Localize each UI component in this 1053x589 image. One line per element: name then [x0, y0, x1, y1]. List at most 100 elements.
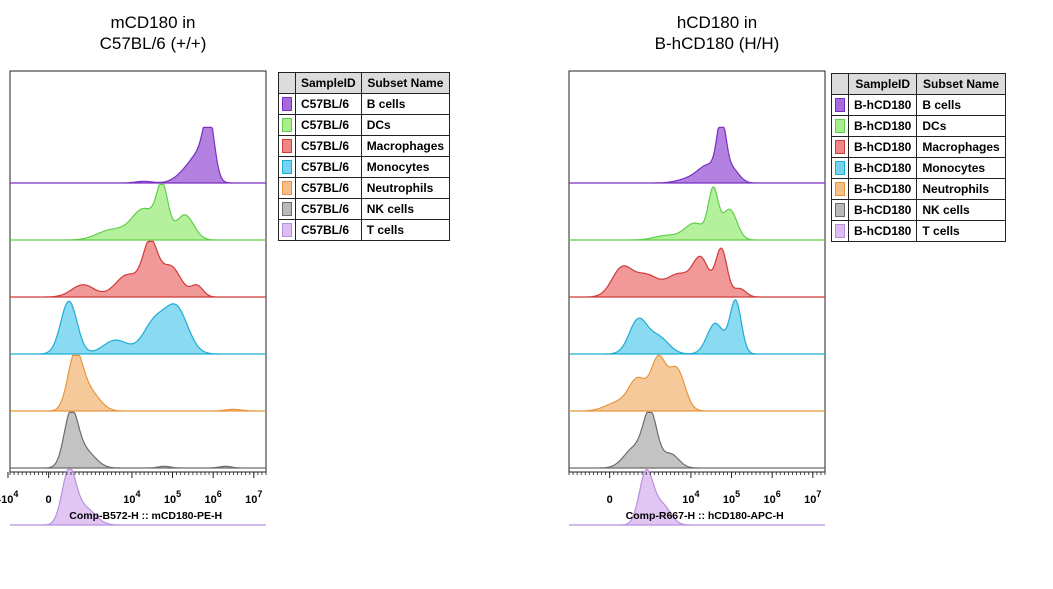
legend-row: C57BL/6 T cells [278, 219, 451, 241]
legend-row: C57BL/6 DCs [278, 114, 451, 136]
chart-title-left: mCD180 in C57BL/6 (+/+) [48, 12, 258, 54]
legend-swatch-cell [278, 156, 296, 178]
x-axis: -104 0 104 105 106 107 [0, 472, 267, 506]
chart-title-right-line2: B-hCD180 (H/H) [654, 34, 780, 53]
x-tick-label: 104 [682, 489, 699, 506]
chart-title-left-line1: mCD180 in [110, 13, 196, 32]
legend-swatch [835, 182, 845, 197]
legend-swatch [282, 160, 292, 175]
legend-swatch [282, 139, 292, 154]
chart-title-right-line1: hCD180 in [676, 13, 758, 32]
x-tick-label: 107 [804, 489, 821, 506]
legend-subset-name: Macrophages [360, 135, 451, 157]
x-tick-label: 0 [607, 494, 613, 506]
x-tick-label: 0 [46, 494, 52, 506]
legend-subset-name: Neutrophils [360, 177, 451, 199]
legend-subset-name: Monocytes [916, 157, 1006, 179]
x-tick-label: 106 [764, 489, 781, 506]
x-tick-label: 104 [123, 489, 140, 506]
legend-row: B-hCD180 Neutrophils [831, 178, 1006, 200]
legend-row: C57BL/6 Monocytes [278, 156, 451, 178]
legend-swatch [282, 118, 292, 133]
legend-swatch-cell [278, 93, 296, 115]
legend-subset-name: T cells [360, 219, 451, 241]
legend-swatch [835, 203, 845, 218]
legend-sampleid: B-hCD180 [847, 94, 918, 116]
legend-row: C57BL/6 NK cells [278, 198, 451, 220]
legend-sampleid: B-hCD180 [847, 220, 918, 242]
legend-row: B-hCD180 DCs [831, 115, 1006, 137]
legend-swatch-cell [278, 198, 296, 220]
legend-table-left: SampleID Subset Name C57BL/6 B cells C57BL… [278, 72, 451, 241]
x-axis: 0 104 105 106 107 [568, 472, 826, 506]
legend-subset-name: Macrophages [916, 136, 1006, 158]
x-axis-label: Comp-R667-H :: hCD180-APC-H [626, 510, 784, 522]
legend-swatch [282, 202, 292, 217]
legend-swatch-cell [278, 135, 296, 157]
legend-sampleid: B-hCD180 [847, 115, 918, 137]
legend-sampleid: C57BL/6 [295, 156, 362, 178]
legend-table-right: SampleID Subset Name B-hCD180 B cells B-hC… [831, 73, 1006, 242]
legend-swatch-cell [831, 220, 849, 242]
legend-subset-name: DCs [360, 114, 451, 136]
legend-swatch-cell [831, 115, 849, 137]
legend-sampleid: C57BL/6 [295, 135, 362, 157]
legend-subset-name: NK cells [360, 198, 451, 220]
legend-swatch-cell [831, 136, 849, 158]
legend-sampleid: C57BL/6 [295, 198, 362, 220]
legend-row: B-hCD180 Macrophages [831, 136, 1006, 158]
legend-sampleid: B-hCD180 [847, 199, 918, 221]
legend-header-sampleid: SampleID [295, 72, 362, 94]
x-tick-label: 105 [723, 489, 740, 506]
legend-sampleid: C57BL/6 [295, 93, 362, 115]
legend-sampleid: C57BL/6 [295, 177, 362, 199]
legend-swatch [835, 140, 845, 155]
x-tick-label: 107 [245, 489, 262, 506]
x-axis-label: Comp-B572-H :: mCD180-PE-H [69, 510, 222, 522]
x-tick-label: 105 [164, 489, 181, 506]
x-tick-label: 106 [205, 489, 222, 506]
chart-title-left-line2: C57BL/6 (+/+) [99, 34, 207, 53]
legend-swatch [835, 119, 845, 134]
legend-row: B-hCD180 NK cells [831, 199, 1006, 221]
chart-title-right: hCD180 in B-hCD180 (H/H) [612, 12, 822, 54]
legend-swatch-cell [831, 178, 849, 200]
legend-swatch-cell [278, 114, 296, 136]
legend-subset-name: T cells [916, 220, 1006, 242]
legend-swatch-cell [831, 157, 849, 179]
legend-swatch [835, 224, 845, 239]
legend-row: C57BL/6 B cells [278, 93, 451, 115]
legend-row: B-hCD180 Monocytes [831, 157, 1006, 179]
legend-swatch-cell [278, 219, 296, 241]
legend-swatch-header [831, 73, 849, 95]
legend-swatch-header [278, 72, 296, 94]
legend-header-sampleid: SampleID [847, 73, 918, 95]
legend-row: C57BL/6 Neutrophils [278, 177, 451, 199]
legend-sampleid: B-hCD180 [847, 178, 918, 200]
legend-swatch [282, 181, 292, 196]
x-tick-label: -104 [0, 489, 18, 506]
legend-subset-name: NK cells [916, 199, 1006, 221]
legend-subset-name: Neutrophils [916, 178, 1006, 200]
legend-swatch [282, 223, 292, 238]
legend-swatch [282, 97, 292, 112]
legend-swatch-cell [831, 199, 849, 221]
legend-subset-name: B cells [916, 94, 1006, 116]
legend-sampleid: B-hCD180 [847, 136, 918, 158]
legend-swatch-cell [278, 177, 296, 199]
legend-row: B-hCD180 T cells [831, 220, 1006, 242]
legend-subset-name: DCs [916, 115, 1006, 137]
legend-swatch-cell [831, 94, 849, 116]
legend-row: B-hCD180 B cells [831, 94, 1006, 116]
legend-swatch [835, 98, 845, 113]
legend-header-subset: Subset Name [916, 73, 1006, 95]
legend-header-subset: Subset Name [360, 72, 451, 94]
legend-row: C57BL/6 Macrophages [278, 135, 451, 157]
legend-swatch [835, 161, 845, 176]
legend-subset-name: B cells [360, 93, 451, 115]
legend-sampleid: C57BL/6 [295, 114, 362, 136]
legend-sampleid: B-hCD180 [847, 157, 918, 179]
legend-sampleid: C57BL/6 [295, 219, 362, 241]
